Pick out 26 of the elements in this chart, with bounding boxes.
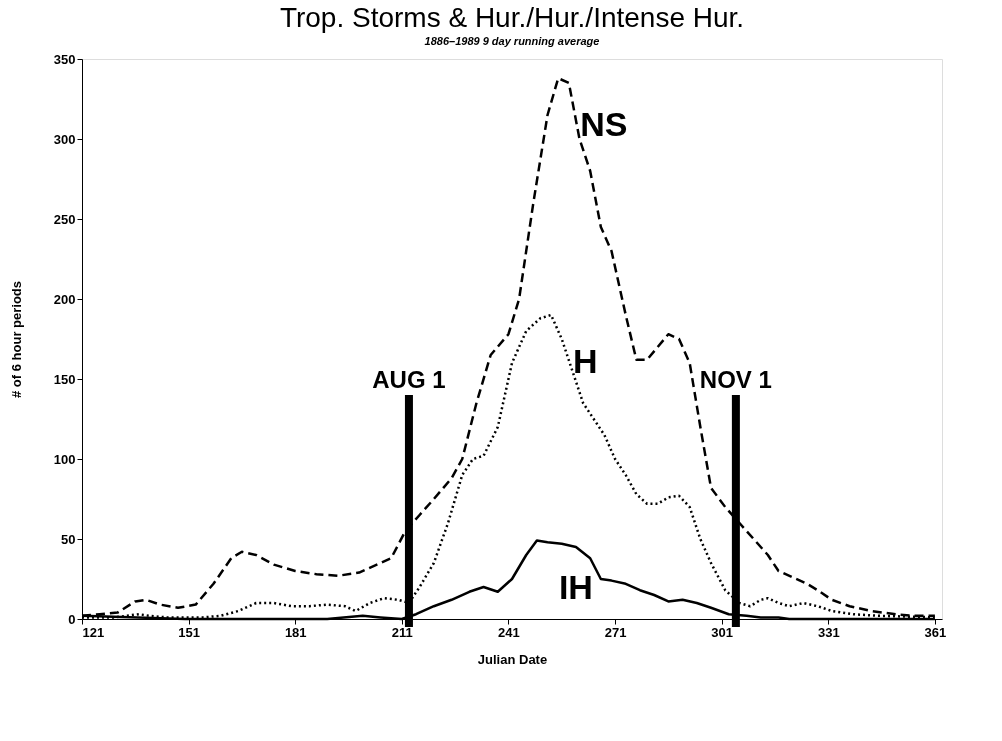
y-tick-label: 50 (61, 531, 76, 547)
series-label: NS (580, 105, 628, 144)
y-tick-label: 300 (53, 131, 76, 147)
series-label: H (573, 342, 598, 380)
y-tick-label: 200 (53, 291, 76, 307)
x-tick-label: 211 (391, 624, 413, 640)
chart-subtitle: 1886–1989 9 day running average (424, 35, 600, 47)
x-tick-label: 151 (178, 624, 200, 640)
x-tick-label: 331 (817, 624, 840, 640)
x-tick-label: 271 (604, 624, 627, 640)
y-tick-label: 100 (53, 451, 76, 467)
x-tick-label: 181 (284, 624, 307, 640)
x-tick-label: 361 (924, 624, 947, 640)
x-tick-label: 121 (82, 624, 105, 640)
y-tick-label: 150 (53, 371, 76, 387)
chart-title: Trop. Storms & Hur./Hur./Intense Hur. (279, 2, 745, 33)
y-tick-label: 250 (53, 211, 76, 227)
ref-line-label: NOV 1 (699, 366, 772, 393)
x-tick-label: 301 (711, 624, 734, 640)
y-axis-title: # of 6 hour periods (8, 280, 24, 399)
ref-line-label: AUG 1 (372, 366, 446, 393)
y-tick-label: 350 (53, 51, 76, 67)
y-tick-label: 0 (68, 611, 76, 627)
x-tick-label: 241 (498, 624, 520, 640)
x-axis-title: Julian Date (477, 651, 548, 667)
series-label: IH (558, 567, 593, 606)
